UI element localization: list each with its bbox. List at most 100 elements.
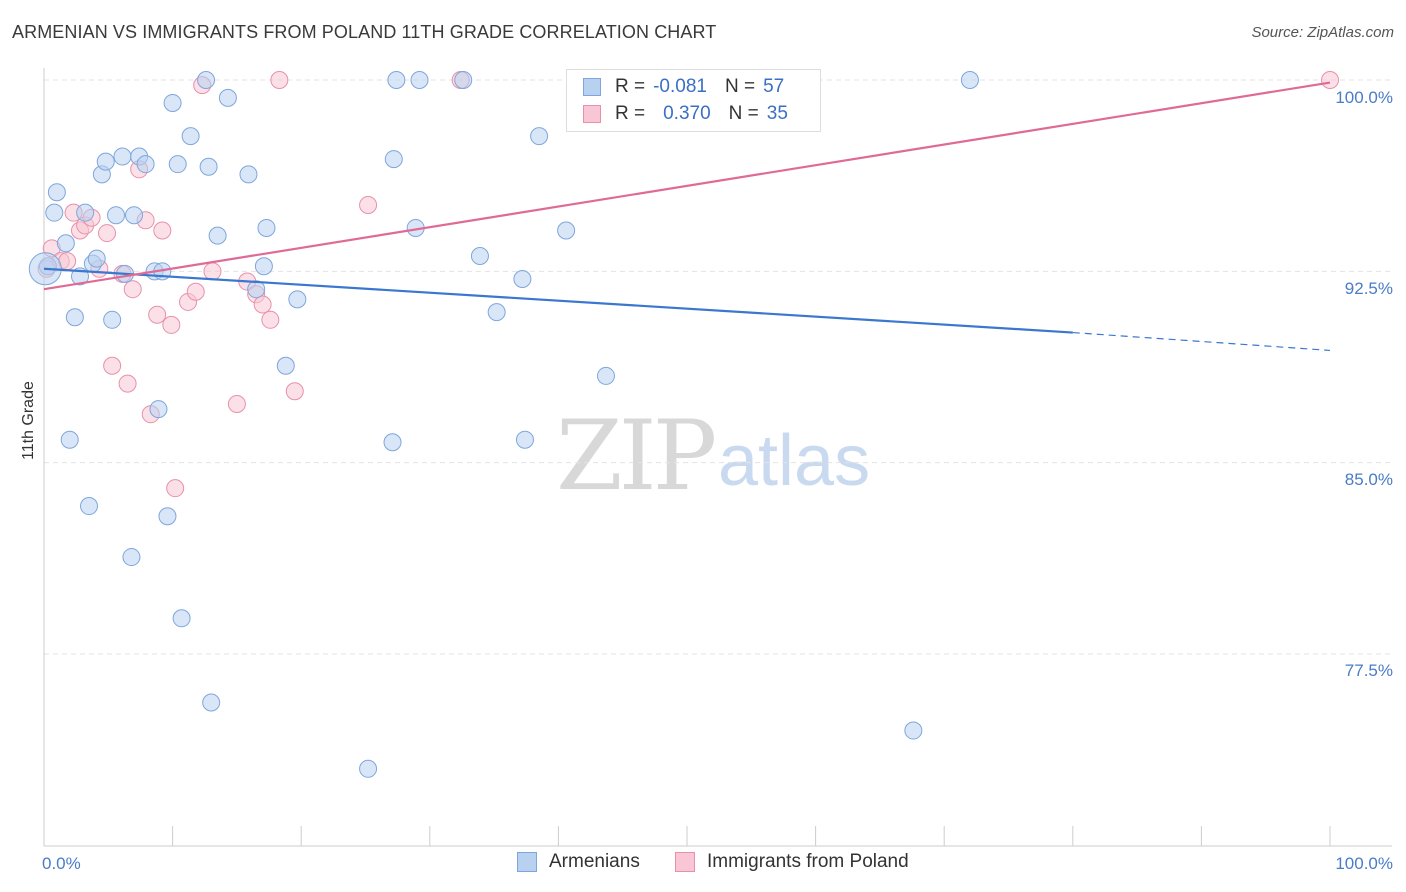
x-tick-label-1: 100.0% xyxy=(1335,854,1393,873)
x-tick-label-0: 0.0% xyxy=(42,854,81,873)
armenian-point-13 xyxy=(103,310,122,329)
series-armenians-points xyxy=(28,71,979,778)
armenian-point-18 xyxy=(125,206,144,225)
armenians-r-label: R = xyxy=(615,76,646,97)
armenian-point-52 xyxy=(557,221,576,240)
armenian-point-2 xyxy=(47,183,66,202)
armenian-point-3 xyxy=(56,234,75,253)
watermark-zip: ZIP xyxy=(556,400,717,512)
armenian-point-43 xyxy=(387,71,406,89)
poland-point-31 xyxy=(285,382,304,401)
armenian-point-46 xyxy=(454,71,473,89)
armenian-point-54 xyxy=(904,721,923,740)
armenians-legend-swatch xyxy=(517,852,537,872)
armenian-point-14 xyxy=(107,206,126,225)
armenians-n-label: N = xyxy=(724,76,756,97)
armenian-point-37 xyxy=(257,218,276,237)
poland-point-25 xyxy=(227,394,246,413)
poland-point-22 xyxy=(186,282,205,301)
armenian-point-29 xyxy=(197,71,216,89)
y-tick-label-0: 77.5% xyxy=(1345,661,1393,680)
poland-n-value: 35 xyxy=(766,103,788,124)
watermark-atlas: atlas xyxy=(718,421,871,501)
armenian-point-38 xyxy=(276,356,295,375)
bottom-legend-armenians[interactable]: Armenians xyxy=(517,851,640,873)
source-label: Source: ZipAtlas.com xyxy=(1251,24,1394,41)
armenian-point-40 xyxy=(359,759,378,778)
armenian-point-34 xyxy=(239,165,258,184)
poland-legend-label: Immigrants from Poland xyxy=(707,851,909,872)
legend-row-armenians: R = -0.081 N = 57 xyxy=(583,75,784,99)
armenian-point-12 xyxy=(96,152,115,171)
poland-n-label: N = xyxy=(728,103,759,124)
poland-point-13 xyxy=(123,280,142,299)
armenian-point-36 xyxy=(254,257,273,276)
poland-point-28 xyxy=(253,295,272,314)
tick-labels: 77.5% 85.0% 92.5% 100.0% 0.0% 100.0% xyxy=(42,88,1393,873)
armenian-point-50 xyxy=(515,430,534,449)
armenian-point-41 xyxy=(383,433,402,452)
y-tick-label-1: 85.0% xyxy=(1345,470,1393,489)
poland-point-9 xyxy=(98,224,117,243)
armenian-point-28 xyxy=(181,127,200,146)
armenian-point-31 xyxy=(202,693,221,712)
armenian-point-45 xyxy=(410,71,429,89)
armenian-point-8 xyxy=(80,497,99,516)
poland-point-12 xyxy=(118,374,137,393)
armenian-point-10 xyxy=(87,249,106,268)
poland-r-label: R = xyxy=(615,103,646,124)
armenian-point-5 xyxy=(65,308,84,327)
poland-point-18 xyxy=(153,221,172,240)
armenian-point-49 xyxy=(513,269,532,288)
armenian-point-35 xyxy=(247,280,266,299)
armenian-point-53 xyxy=(596,366,615,385)
armenian-point-1 xyxy=(45,203,64,222)
poland-legend-swatch xyxy=(675,852,695,872)
armenians-trend-line xyxy=(43,267,1073,334)
poland-r-value: 0.370 xyxy=(663,103,711,124)
armenian-point-33 xyxy=(218,88,237,107)
armenian-point-26 xyxy=(168,155,187,174)
poland-point-17 xyxy=(148,305,167,324)
armenian-point-15 xyxy=(113,147,132,166)
armenians-r-value: -0.081 xyxy=(653,76,707,97)
armenian-point-22 xyxy=(149,400,168,419)
correlation-legend: R = -0.081 N = 57 R = 0.370 N = 35 xyxy=(566,69,821,132)
poland-swatch xyxy=(583,105,601,123)
poland-point-24 xyxy=(203,262,222,281)
armenian-point-42 xyxy=(384,150,403,169)
armenians-trend-extension xyxy=(1072,331,1331,352)
armenian-point-7 xyxy=(76,203,95,222)
poland-point-10 xyxy=(103,356,122,375)
axes xyxy=(43,68,1392,847)
trend-lines xyxy=(43,81,1331,352)
y-tick-label-3: 100.0% xyxy=(1335,88,1393,107)
armenian-point-39 xyxy=(288,290,307,309)
armenian-point-27 xyxy=(172,609,191,628)
armenian-point-55 xyxy=(960,71,979,89)
poland-point-19 xyxy=(162,315,181,334)
armenian-point-20 xyxy=(136,155,155,174)
armenian-point-4 xyxy=(60,430,79,449)
armenian-point-51 xyxy=(530,127,549,146)
armenian-point-17 xyxy=(122,548,141,567)
armenian-point-32 xyxy=(208,226,227,245)
bottom-legend: Armenians Immigrants from Poland xyxy=(0,851,1406,877)
armenian-point-24 xyxy=(158,507,177,526)
armenians-n-value: 57 xyxy=(763,76,785,97)
poland-point-30 xyxy=(270,71,289,89)
armenians-legend-label: Armenians xyxy=(549,851,640,872)
poland-point-29 xyxy=(261,310,280,329)
armenian-point-47 xyxy=(470,247,489,266)
poland-trend-line xyxy=(43,81,1331,291)
series-poland-points xyxy=(37,71,1339,498)
bottom-legend-poland[interactable]: Immigrants from Poland xyxy=(675,851,909,873)
armenians-swatch xyxy=(583,78,601,96)
chart-title: ARMENIAN VS IMMIGRANTS FROM POLAND 11TH … xyxy=(12,22,717,42)
legend-row-poland: R = 0.370 N = 35 xyxy=(583,102,788,126)
armenian-point-25 xyxy=(163,93,182,112)
poland-point-34 xyxy=(1321,71,1339,89)
poland-point-32 xyxy=(359,196,378,215)
poland-point-20 xyxy=(166,479,185,498)
